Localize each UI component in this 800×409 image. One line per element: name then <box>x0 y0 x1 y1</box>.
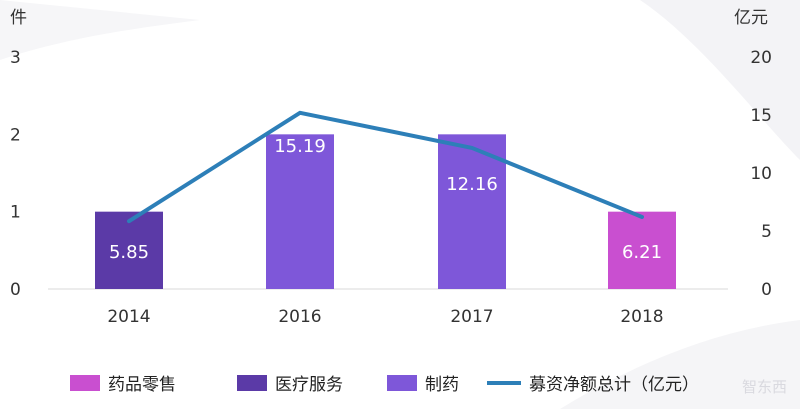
data-label: 12.16 <box>446 174 498 195</box>
x-tick-label: 2014 <box>107 307 150 327</box>
x-tick-label: 2018 <box>620 307 663 327</box>
bar-2017 <box>438 134 506 289</box>
bar-2018 <box>608 211 676 289</box>
right-axis-ticks: 0 5 10 15 20 <box>750 48 772 300</box>
data-label: 15.19 <box>274 136 326 157</box>
bar-2014 <box>95 211 163 289</box>
right-tick-label: 15 <box>750 106 772 126</box>
watermark: 智东西 <box>742 378 787 396</box>
right-tick-label: 5 <box>761 222 772 242</box>
legend-swatch <box>70 375 100 391</box>
legend-label: 募资净额总计（亿元） <box>529 375 699 395</box>
right-axis-unit: 亿元 <box>734 8 768 28</box>
right-tick-label: 0 <box>761 280 772 300</box>
legend: 药品零售 医疗服务 制药 募资净额总计（亿元） <box>70 375 699 395</box>
left-tick-label: 1 <box>10 203 21 223</box>
left-tick-label: 3 <box>10 48 21 68</box>
line-series-fundraising-total <box>127 110 644 224</box>
bar-series <box>95 134 676 289</box>
left-tick-label: 0 <box>10 280 21 300</box>
x-tick-label: 2017 <box>450 307 493 327</box>
legend-label: 制药 <box>425 375 459 395</box>
right-tick-label: 20 <box>750 48 772 68</box>
legend-label: 药品零售 <box>108 375 176 395</box>
bar-2016 <box>266 134 334 289</box>
legend-label: 医疗服务 <box>275 375 343 395</box>
legend-swatch <box>237 375 267 391</box>
left-tick-label: 2 <box>10 125 21 145</box>
x-tick-label: 2016 <box>278 307 321 327</box>
right-tick-label: 10 <box>750 164 772 184</box>
left-axis-unit: 件 <box>10 8 27 28</box>
legend-swatch <box>387 375 417 391</box>
x-axis-tick-labels: 2014 2016 2017 2018 <box>107 307 663 327</box>
data-label: 6.21 <box>622 242 662 263</box>
data-labels: 5.85 15.19 12.16 6.21 <box>109 136 662 263</box>
left-axis-ticks: 0 1 2 3 <box>10 48 21 300</box>
data-label: 5.85 <box>109 242 149 263</box>
